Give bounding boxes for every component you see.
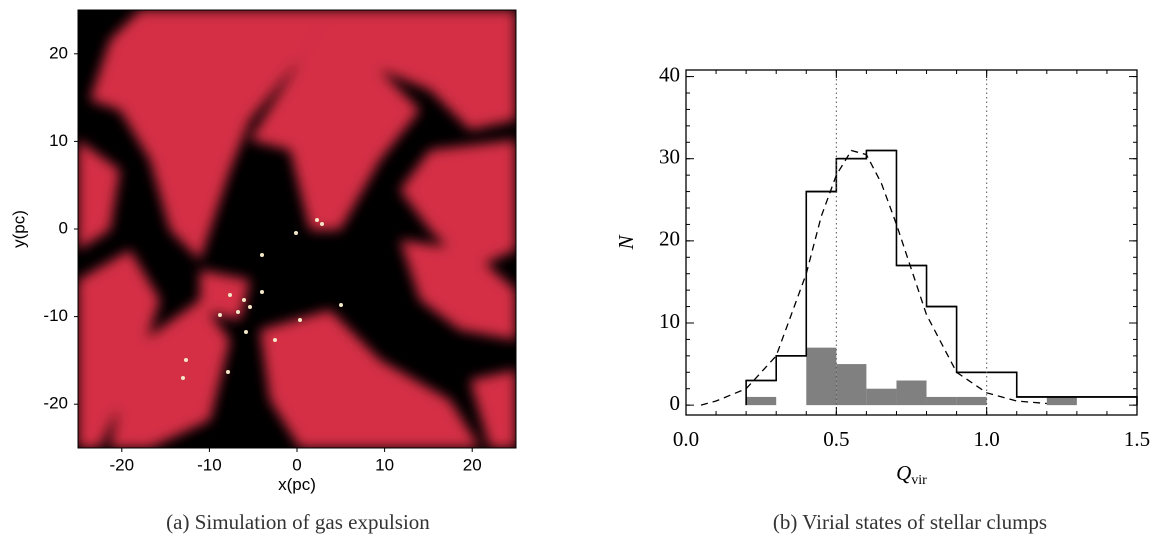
filled-bar [1046,396,1077,406]
y-tick-label: -20 [43,394,68,413]
y-axis-label: y(pc) [9,210,28,248]
x-tick-label: -20 [110,455,135,474]
x-tick-label: 0 [292,455,301,474]
y-tick-label: 20 [659,227,680,251]
caption: (a) Simulation of gas expulsion [166,510,430,534]
x-tick-label: -10 [197,455,222,474]
filled-bar [896,380,927,406]
caption: (b) Virial states of stellar clumps [773,510,1047,534]
y-tick-label: 10 [659,309,680,333]
x-axis-label: Qvir [896,461,927,488]
x-tick-label: 20 [463,455,482,474]
y-tick-label: 40 [659,62,680,86]
x-axis-label-main: x(pc) [278,475,316,494]
filled-bar [806,347,837,406]
y-tick-label: 30 [659,145,680,169]
x-axis-label-sub: vir [911,473,927,488]
axes-frame [685,69,1138,416]
simulation-image [78,10,516,448]
x-tick-label: 0.5 [823,427,849,451]
x-tick-label: 1.0 [974,427,1000,451]
x-axis-label-main: Q [896,461,911,485]
y-tick-label: 0 [670,391,681,415]
x-axis-label: x(pc) [278,475,316,494]
y-tick-label: -10 [43,306,68,325]
filled-bar [746,396,777,406]
x-tick-label: 0.0 [673,427,699,451]
y-tick-label: 10 [49,131,68,150]
step-outline [745,149,1138,406]
x-tick-label: 10 [375,455,394,474]
filled-bar [956,396,987,406]
filled-bar [866,388,897,406]
y-axis-label: N [614,235,638,251]
y-tick-label: 0 [59,218,68,237]
filled-bar [836,364,867,406]
y-tick-label: 20 [49,43,68,62]
dashed-curve [700,149,1047,406]
filled-bar [926,396,957,406]
x-tick-label: 1.5 [1124,427,1150,451]
